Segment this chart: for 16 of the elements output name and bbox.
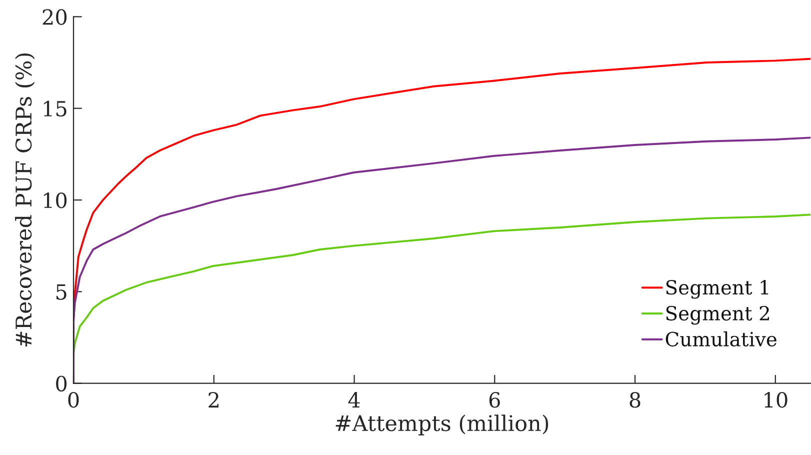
x-tick-label: 10	[764, 392, 788, 408]
y-tick-label: 20	[42, 9, 67, 25]
y-tick-label: 10	[44, 192, 67, 208]
x-tick-label: 0	[68, 392, 79, 408]
y-tick-label: 0	[56, 376, 67, 392]
x-tick-label: 6	[489, 392, 500, 408]
x-tick-label: 2	[208, 392, 218, 408]
legend-label: Cumulative	[666, 331, 776, 346]
legend-label: Segment 1	[666, 280, 768, 299]
x-tick-label: 8	[630, 392, 640, 408]
x-axis-title: #Attempts (million)	[336, 414, 548, 436]
y-tick-label: 5	[56, 284, 66, 300]
legend-label: Segment 2	[666, 306, 769, 325]
x-tick-label: 4	[348, 392, 360, 408]
y-axis-title: #Recovered PUF CRPs (%)	[15, 54, 35, 347]
y-tick-label: 15	[44, 100, 66, 117]
